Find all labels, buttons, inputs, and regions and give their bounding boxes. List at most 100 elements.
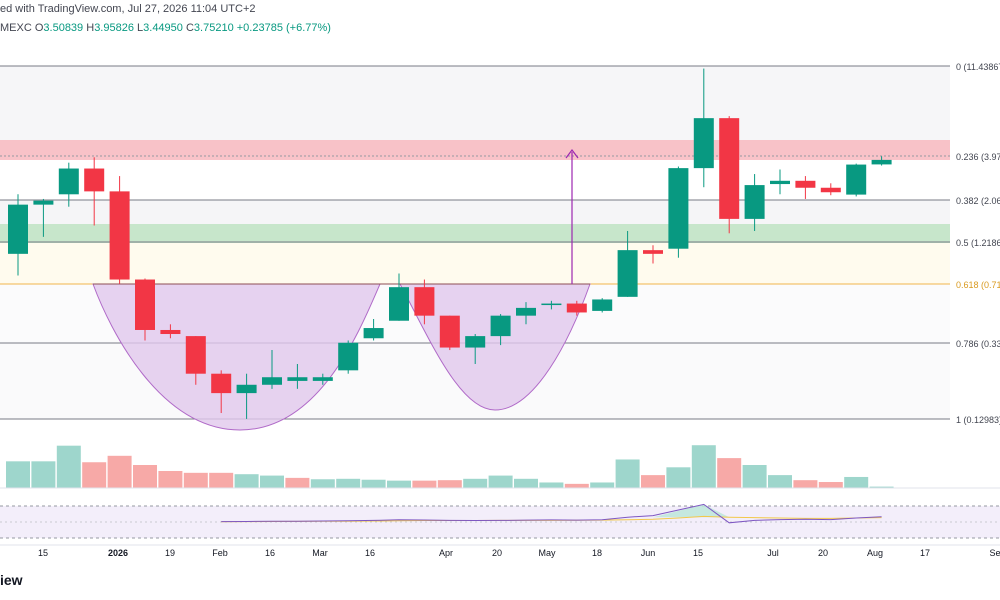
candle [338,340,359,374]
fib-label: 0.236 (3.9753 [956,152,1000,162]
candle-body [770,180,790,185]
volume-bar [590,482,615,488]
volume-bar [463,478,488,488]
candle [643,245,663,264]
time-axis-label: 15 [693,548,703,558]
candle-body [693,118,714,169]
candle-body [160,329,181,335]
open-label: O [34,22,44,34]
volume-bar [82,462,107,488]
volume-bar [107,455,132,488]
candle-body [211,373,232,394]
candle [617,230,638,297]
time-axis-label: May [538,548,556,558]
candle-body [439,315,460,348]
volume-bar [285,477,310,488]
candle [185,336,206,385]
high-value: 3.95826 [94,22,134,34]
time-axis-label: Apr [439,548,453,558]
volume-bar [361,479,386,488]
candle-body [643,250,663,254]
candle-body [8,204,28,254]
rsi-line [221,503,882,524]
candle-body [871,159,892,165]
time-axis-label: 19 [165,548,175,558]
volume-bar [818,482,843,488]
volume-bar [717,458,742,488]
volume-bar [768,475,792,488]
change-value: +0.23785 (+6.77%) [236,22,331,34]
candle-body [541,303,562,306]
time-axis-label: 18 [592,548,602,558]
volume-bar [133,465,157,488]
ohlc-legend: MEXC O3.50839 H3.95826 L3.44950 C3.75210… [0,22,331,34]
time-axis-label: Aug [867,548,883,558]
candle [312,373,333,385]
volume-bar [564,483,589,488]
rsi-overbought-fill [653,504,730,518]
volume-bar [158,470,183,488]
close-value: 3.75210 [193,22,234,34]
candle-body [185,336,206,374]
candle [516,302,536,325]
volume-bar [793,480,818,488]
volume-bar [6,461,30,488]
candle [465,334,486,364]
volume-bar [615,459,640,488]
candle-body [414,287,435,316]
candle [389,273,409,321]
candle [541,300,562,310]
volume-bar [412,480,437,488]
candle [58,162,79,207]
candle-body [820,187,841,193]
candles [8,68,892,419]
candle [109,176,130,284]
fib-label: 0.382 (2.0673 [956,196,1000,206]
volume-bar [437,480,462,488]
candle [414,279,435,325]
volume-bar [666,467,691,488]
candle [693,68,714,188]
volume-bar [869,486,894,488]
volume-bar [310,479,335,488]
time-axis-label: Se [989,548,1000,558]
fib-label: 0 (11.43867) [956,62,1000,72]
time-axis: 15 2026 19 Feb 16 Mar 16 Apr 20 May 18 Jun 15 Jul 20 Au… [38,548,1000,558]
candle [871,156,892,166]
candle [719,116,740,234]
volume-bars [6,445,894,488]
cup-shape [92,283,381,431]
candle-body [846,164,867,195]
candle [262,350,282,389]
close-label: C [185,22,194,34]
volume-bar [336,478,361,488]
open-value: 3.50839 [43,22,84,34]
candle-body [287,377,308,381]
brand-logo-text: iew [0,572,23,588]
candle-body [566,303,587,313]
candle-body [719,118,740,219]
candle-body [109,191,130,280]
fib-label: 0.618 (0.7184 [956,280,1000,290]
zone-05-0618 [0,242,950,284]
fib-label: 0.786 (0.3389 [956,339,1000,349]
candle [668,166,689,258]
candle [236,373,257,419]
candle-body [516,307,536,316]
volume-bar [234,474,259,488]
volume-bar [844,476,869,488]
time-axis-label: 15 [38,548,48,558]
candle [287,363,308,389]
symbol-label: MEXC [0,22,32,34]
candle-body [668,168,689,249]
candle-body [84,168,105,192]
fib-label: 1 (0.12983) [956,415,1000,425]
candle-body [744,185,765,219]
candle [439,315,460,351]
candle-body [338,342,359,371]
volume-bar [641,475,665,488]
time-axis-label: Feb [212,548,228,558]
candle [363,319,384,341]
published-caption: ed with TradingView.com, Jul 27, 2026 11… [0,3,256,15]
